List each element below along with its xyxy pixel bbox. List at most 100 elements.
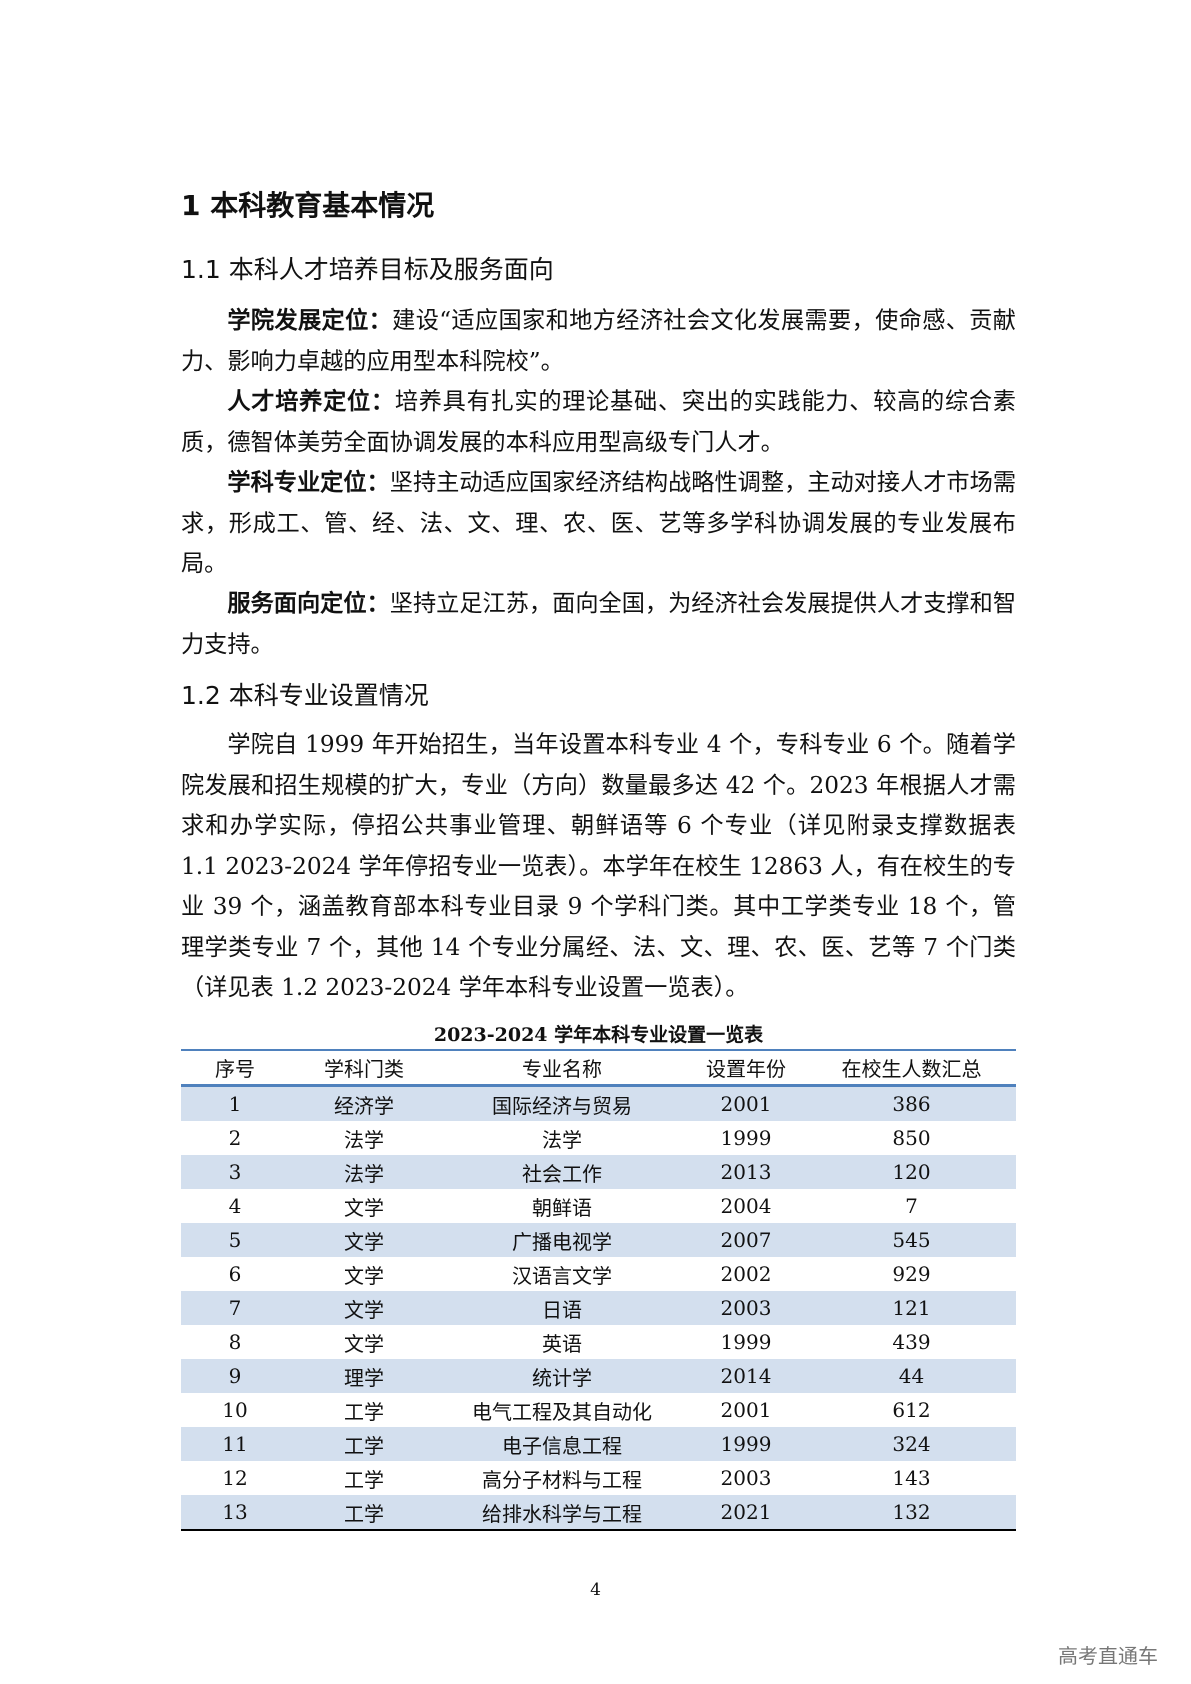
paragraph-talent-positioning: 人才培养定位：培养具有扎实的理论基础、突出的实践能力、较高的综合素质，德智体美劳… — [181, 382, 1016, 463]
table-cell: 1 — [228, 1092, 242, 1116]
table-cell: 2003 — [720, 1296, 772, 1320]
paragraph-development-positioning: 学院发展定位：建设“适应国家和地方经济社会文化发展需要，使命感、贡献力、影响力卓… — [181, 301, 1016, 382]
table-cell: 850 — [892, 1126, 931, 1150]
table-row: 1 经济学 国际经济与贸易 2001 386 — [181, 1085, 1016, 1121]
table-cell: 文学 — [344, 1297, 384, 1322]
table-cell: 13 — [222, 1500, 248, 1524]
majors-table: 序号 学科门类 专业名称 设置年份 在校生人数汇总 1 经济学 国际经济与贸易 2001 386… — [181, 1049, 1016, 1531]
table-cell: 社会工作 — [522, 1161, 602, 1186]
table-cell: 工学 — [344, 1433, 384, 1458]
table-cell: 386 — [892, 1092, 931, 1116]
table-row: 11 工学 电子信息工程 1999 324 — [181, 1427, 1016, 1461]
table-cell: 612 — [892, 1398, 931, 1422]
table-cell: 汉语言文学 — [512, 1263, 612, 1288]
watermark: 高考直通车 — [1058, 1644, 1158, 1668]
table-cell: 4 — [228, 1194, 242, 1218]
table-cell: 国际经济与贸易 — [492, 1093, 632, 1118]
table-cell: 给排水科学与工程 — [482, 1501, 642, 1526]
column-header: 在校生人数汇总 — [841, 1057, 982, 1081]
table-cell: 广播电视学 — [512, 1229, 612, 1254]
table-cell: 9 — [228, 1364, 242, 1388]
table-cell: 143 — [892, 1466, 931, 1490]
table-cell: 545 — [892, 1228, 931, 1252]
table-cell: 英语 — [542, 1331, 582, 1356]
label: 服务面向定位： — [227, 590, 390, 617]
section-heading-1: 1 本科教育基本情况 — [181, 189, 435, 222]
column-header: 序号 — [215, 1057, 255, 1081]
table-cell: 理学 — [344, 1365, 384, 1390]
table-cell: 经济学 — [334, 1093, 394, 1118]
table-cell: 文学 — [344, 1229, 384, 1254]
table-row: 9 理学 统计学 2014 44 — [181, 1359, 1016, 1393]
table-cell: 324 — [892, 1432, 931, 1456]
table-cell: 12 — [222, 1466, 248, 1490]
table-row: 12 工学 高分子材料与工程 2003 143 — [181, 1461, 1016, 1495]
table-cell: 2004 — [720, 1194, 772, 1218]
text: 坚持立足江苏，面向全国，为经济社会发展提供人才支撑和智力支持。 — [181, 590, 1017, 658]
table-cell: 132 — [892, 1500, 931, 1524]
table-caption: 2023-2024 学年本科专业设置一览表 — [433, 1024, 764, 1046]
table-cell: 1999 — [720, 1432, 772, 1456]
table-cell: 2001 — [720, 1398, 772, 1422]
table-cell: 8 — [228, 1330, 242, 1354]
table-cell: 高分子材料与工程 — [482, 1467, 642, 1492]
table-cell: 44 — [898, 1364, 925, 1388]
table-cell: 5 — [228, 1228, 242, 1252]
table-cell: 法学 — [542, 1127, 582, 1152]
table-cell: 120 — [892, 1160, 931, 1184]
table-cell: 2002 — [720, 1262, 772, 1286]
table-cell: 2 — [228, 1126, 242, 1150]
table-row: 6 文学 汉语言文学 2002 929 — [181, 1257, 1016, 1291]
table-header-row: 序号 学科门类 专业名称 设置年份 在校生人数汇总 — [181, 1050, 1016, 1086]
table-cell: 2007 — [720, 1228, 772, 1252]
table-cell: 439 — [892, 1330, 931, 1354]
table-cell: 7 — [905, 1194, 918, 1218]
table-cell: 工学 — [344, 1399, 384, 1424]
label: 学院发展定位： — [227, 307, 393, 334]
table-cell: 法学 — [344, 1127, 384, 1152]
table-cell: 10 — [222, 1398, 248, 1422]
table-cell: 2021 — [720, 1500, 772, 1524]
label: 人才培养定位： — [227, 388, 395, 415]
table-row: 13 工学 给排水科学与工程 2021 132 — [181, 1495, 1016, 1530]
column-header: 设置年份 — [706, 1057, 786, 1081]
page-number: 4 — [590, 1580, 601, 1600]
table-cell: 电气工程及其自动化 — [472, 1399, 652, 1424]
table-row: 5 文学 广播电视学 2007 545 — [181, 1223, 1016, 1257]
table-cell: 929 — [892, 1262, 931, 1286]
table-cell: 121 — [892, 1296, 931, 1320]
table-cell: 文学 — [344, 1331, 384, 1356]
section-heading-1-2: 1.2 本科专业设置情况 — [181, 681, 429, 710]
table-row: 3 法学 社会工作 2013 120 — [181, 1155, 1016, 1189]
table-cell: 7 — [228, 1296, 242, 1320]
table-cell: 朝鲜语 — [532, 1195, 592, 1220]
text: 建设“适应国家和地方经济社会文化发展需要，使命感、贡献力、影响力卓越的应用型本科… — [181, 307, 1016, 375]
column-header: 学科门类 — [324, 1057, 404, 1081]
text: 坚持主动适应国家经济结构战略性调整，主动对接人才市场需求，形成工、管、经、法、文… — [181, 469, 1017, 577]
table-cell: 1999 — [720, 1126, 772, 1150]
table-cell: 日语 — [542, 1297, 582, 1322]
paragraph-service-positioning: 服务面向定位：坚持立足江苏，面向全国，为经济社会发展提供人才支撑和智力支持。 — [181, 584, 1016, 665]
table-row: 4 文学 朝鲜语 2004 7 — [181, 1189, 1016, 1223]
text: 培养具有扎实的理论基础、突出的实践能力、较高的综合素质，德智体美劳全面协调发展的… — [181, 388, 1016, 456]
table-row: 2 法学 法学 1999 850 — [181, 1121, 1016, 1155]
column-header: 专业名称 — [522, 1057, 602, 1081]
label: 学科专业定位： — [227, 469, 390, 496]
section-heading-1-1: 1.1 本科人才培养目标及服务面向 — [181, 255, 554, 284]
table-cell: 11 — [222, 1432, 248, 1456]
table-cell: 电子信息工程 — [502, 1433, 622, 1458]
table-cell: 1999 — [720, 1330, 772, 1354]
table-cell: 工学 — [344, 1467, 384, 1492]
table-cell: 法学 — [344, 1161, 384, 1186]
table-cell: 统计学 — [532, 1365, 592, 1390]
table-cell: 2003 — [720, 1466, 772, 1490]
table-row: 10 工学 电气工程及其自动化 2001 612 — [181, 1393, 1016, 1427]
table-row: 8 文学 英语 1999 439 — [181, 1325, 1016, 1359]
paragraph-major-setup: 学院自 1999 年开始招生，当年设置本科专业 4 个，专科专业 6 个。随着学… — [181, 731, 1016, 1001]
table-cell: 2013 — [720, 1160, 772, 1184]
paragraph-discipline-positioning: 学科专业定位：坚持主动适应国家经济结构战略性调整，主动对接人才市场需求，形成工、… — [181, 463, 1016, 585]
table-cell: 3 — [228, 1160, 242, 1184]
table-cell: 2001 — [720, 1092, 772, 1116]
table-row: 7 文学 日语 2003 121 — [181, 1291, 1016, 1325]
table-cell: 2014 — [720, 1364, 772, 1388]
